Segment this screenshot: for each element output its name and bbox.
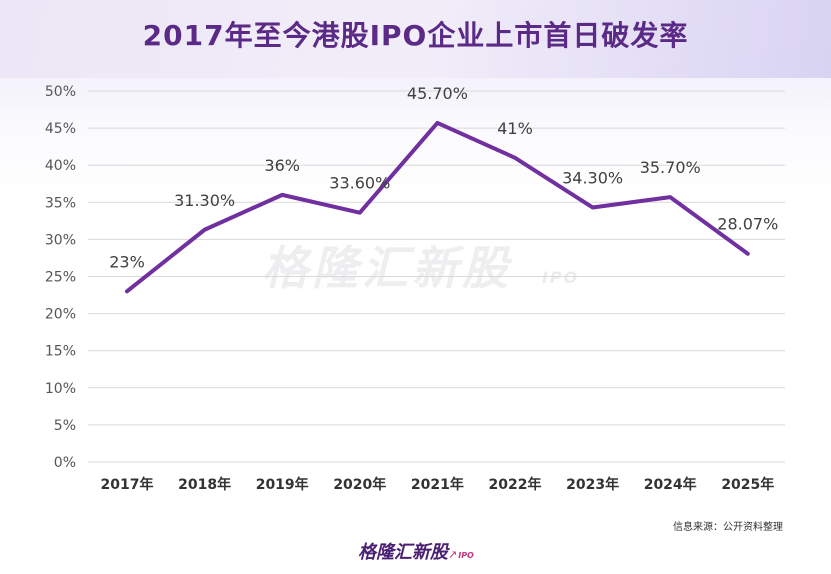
x-tick-label: 2024年 [644,476,697,493]
data-label: 34.30% [562,168,623,187]
x-tick-label: 2019年 [256,476,309,493]
y-tick-label: 10% [45,381,76,397]
x-tick-label: 2025年 [721,476,774,493]
x-tick-label: 2022年 [489,476,542,493]
footer-logo-brand: 格隆汇新股 [358,542,448,563]
data-label: 31.30% [174,191,235,210]
y-tick-label: 30% [45,232,76,248]
arrow-up-right-icon: ↗ [448,548,458,561]
footer-logo: 格隆汇新股↗IPO [358,538,474,564]
data-label: 41% [497,119,533,138]
watermark-ipo-tag: IPO [542,268,580,287]
data-label: 28.07% [717,215,778,234]
source-note: 信息来源：公开资料整理 [673,522,783,533]
data-label: 35.70% [640,158,701,177]
header-band [0,0,831,78]
x-tick-label: 2018年 [178,476,231,493]
y-tick-label: 25% [45,270,76,286]
x-tick-label: 2017年 [101,476,154,493]
y-tick-label: 35% [45,195,76,211]
y-tick-label: 40% [45,158,76,174]
watermark-brand: 格隆汇新股 [262,241,512,295]
y-tick-label: 20% [45,307,76,323]
data-label: 23% [109,252,145,271]
series-line [125,120,750,294]
data-label: 33.60% [329,174,390,193]
data-label: 45.70% [407,84,468,103]
x-tick-label: 2023年 [566,476,619,493]
x-tick-label: 2020年 [333,476,386,493]
data-label: 36% [264,156,300,175]
y-tick-label: 15% [45,344,76,360]
y-tick-label: 45% [45,121,76,137]
y-tick-label: 5% [54,418,76,434]
footer-logo-ipo-tag: IPO [458,551,474,560]
y-tick-label: 50% [45,84,76,100]
x-tick-label: 2021年 [411,476,464,493]
y-tick-label: 0% [54,455,76,471]
chart-title: 2017年至今港股IPO企业上市首日破发率 [142,19,689,52]
